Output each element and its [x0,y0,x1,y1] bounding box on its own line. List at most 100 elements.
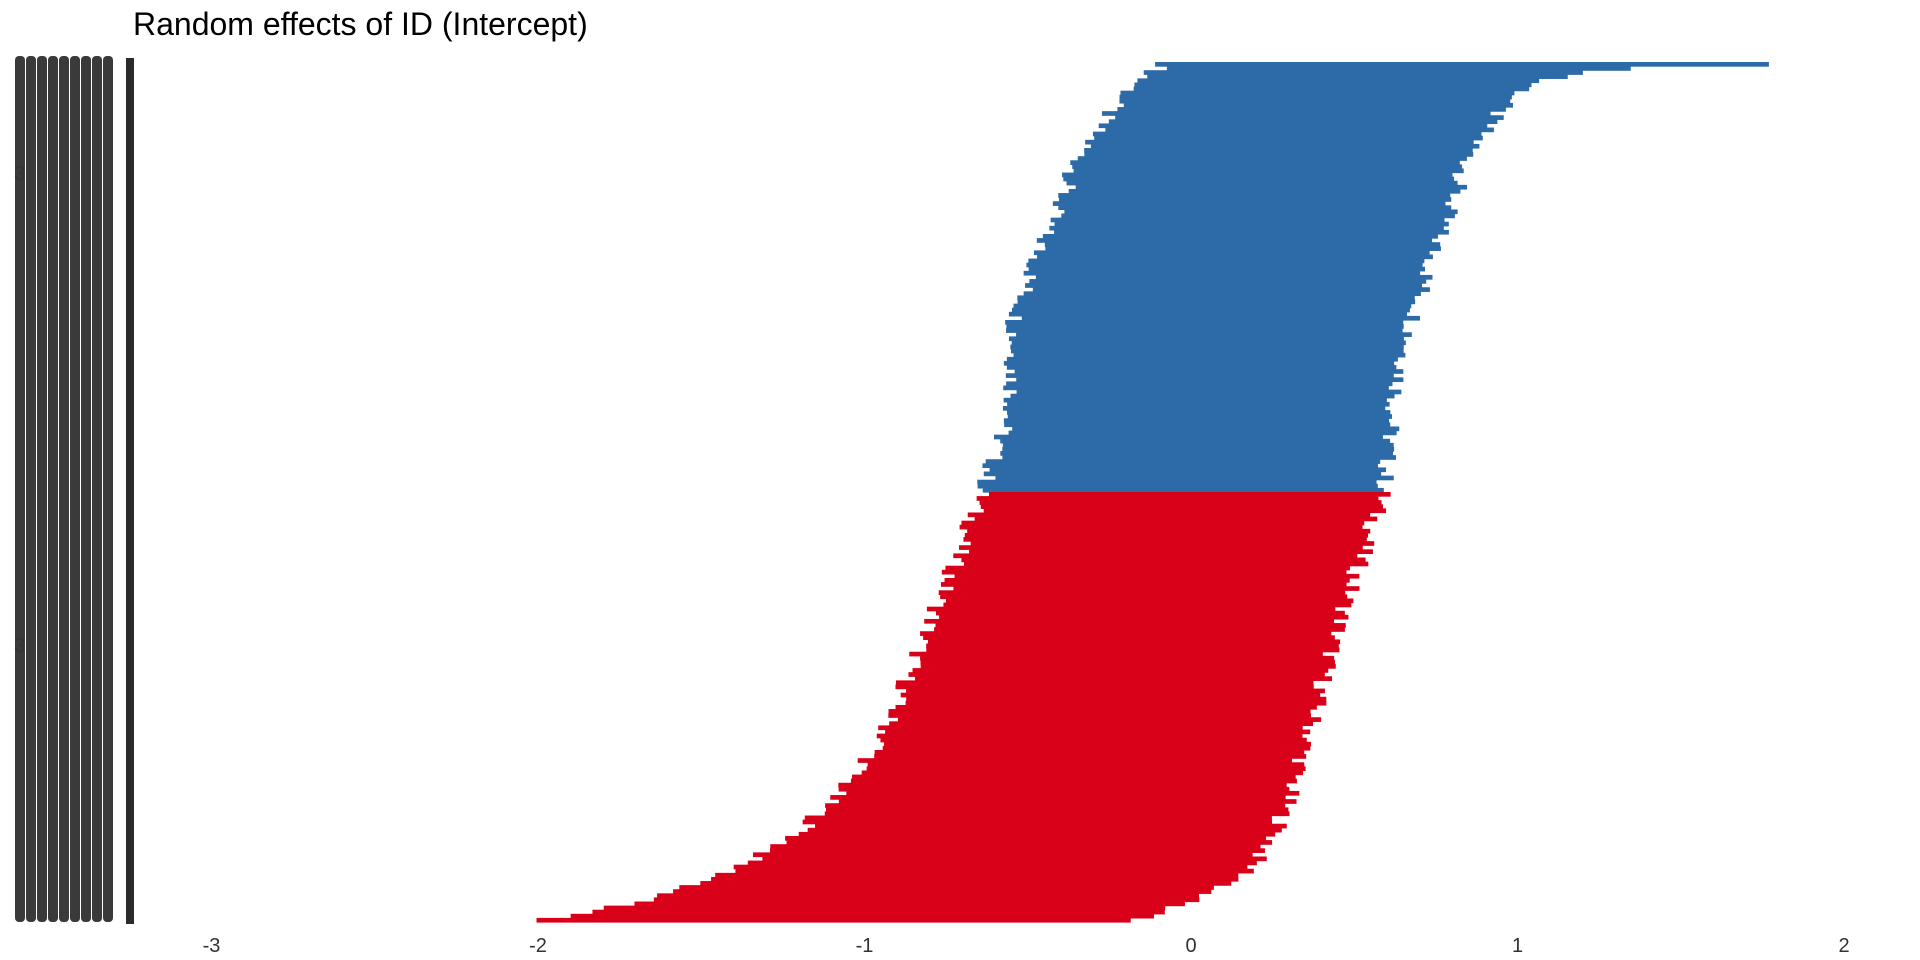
bar [912,668,1329,673]
bar [825,803,1286,808]
bar [961,520,1365,526]
bar [735,868,1254,874]
bar [944,578,1350,583]
bar [679,885,1214,890]
bar [888,709,1311,714]
bar [1017,295,1415,301]
bar [1049,225,1444,231]
bar [906,688,1325,694]
bar [1075,184,1468,190]
bar [927,639,1341,645]
bar [802,819,1273,825]
bar [940,582,1347,587]
bar [977,483,1378,489]
bar [1033,250,1430,256]
y-label-overlap [48,56,58,922]
bar [1061,213,1455,219]
bar [983,471,1382,477]
bar [953,586,1360,591]
bar [1070,160,1460,165]
bar [959,545,1363,550]
bar [711,876,1239,882]
bar [1062,172,1453,178]
y-label-overlap [70,56,80,922]
bar [715,872,1239,878]
bar [895,704,1317,710]
bar [1098,123,1488,129]
y-label-overlap [92,56,102,922]
bar [876,733,1303,739]
bar [1010,344,1404,350]
bar [943,602,1352,608]
bar [1084,152,1474,157]
bar [762,856,1267,862]
x-tick-label: -2 [529,935,547,957]
bar [536,917,1131,923]
bar [769,848,1265,853]
bar [1003,385,1389,391]
bar [989,467,1387,473]
bar [1005,320,1404,325]
bar [857,758,1292,763]
bar [1035,274,1433,280]
bar [657,893,1200,899]
bar [1064,209,1458,215]
bar [1123,102,1513,108]
bar [1002,446,1395,452]
bar [934,627,1345,632]
bar [570,913,1154,919]
bar [752,852,1253,858]
bar [895,680,1314,686]
bar [1012,307,1410,313]
bar [1023,291,1421,297]
bar [969,549,1373,555]
bar [1026,262,1423,268]
bar [846,790,1300,796]
bar [804,815,1272,821]
bar [920,631,1332,636]
bar [945,598,1354,604]
bar [897,717,1322,722]
bar [908,672,1325,677]
bar [1003,360,1395,366]
bar [939,614,1349,620]
bar [1133,86,1530,92]
bar [1084,148,1473,153]
bar [747,860,1257,866]
bar [1058,193,1451,198]
bar [1134,82,1532,88]
bar [1021,315,1420,321]
x-tick-label: -3 [203,935,221,957]
bar [1028,266,1426,272]
bar [1063,176,1455,182]
bar [1068,188,1461,194]
bar [1013,303,1412,309]
bar [700,881,1232,886]
x-tick-label: 1 [1512,935,1523,957]
bar [815,823,1287,829]
bar [926,606,1336,612]
bar [1011,340,1406,346]
y-axis-label-strip [126,58,134,924]
bar [1050,217,1445,223]
bar [824,811,1290,817]
bar [1016,377,1404,383]
bar [1010,393,1395,399]
bar [1006,328,1403,333]
bar [920,664,1336,669]
bar [935,610,1345,616]
x-tick-label: 2 [1838,935,1849,957]
x-tick-label: -1 [856,935,874,957]
bar [1023,270,1421,276]
bar [959,524,1363,530]
y-label-overlap [15,56,25,922]
bar [673,889,1212,894]
bar [1105,127,1494,133]
bars [536,62,1769,923]
bar [1008,311,1407,317]
bar [953,553,1358,559]
bar [1006,365,1397,370]
bar [1000,438,1391,444]
y-label-overlap [26,56,36,922]
